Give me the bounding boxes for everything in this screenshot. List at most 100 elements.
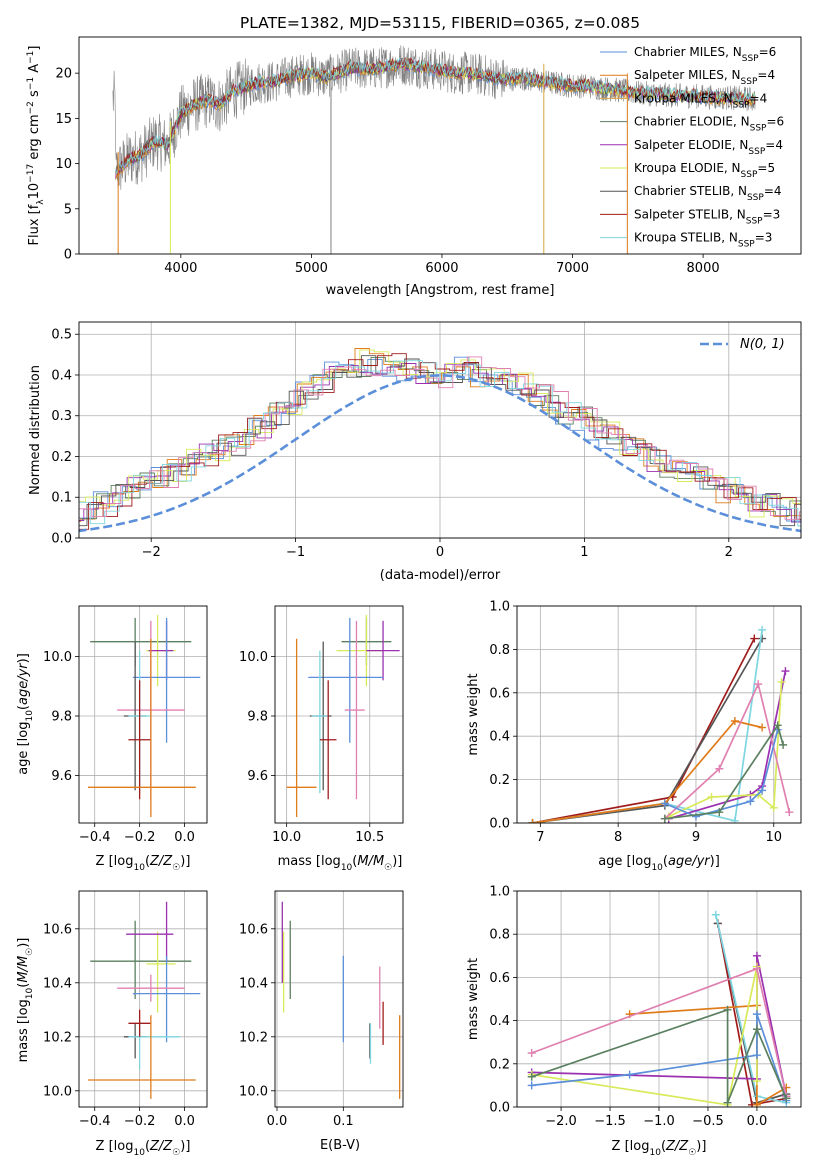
weight-point	[660, 799, 669, 808]
label-part: SSP	[733, 100, 750, 110]
y-tick-label: 1.0	[489, 885, 510, 900]
histogram-series	[79, 356, 801, 531]
y-tick-label: 10.4	[43, 976, 72, 991]
label-part: =3	[763, 207, 781, 221]
errorbar-point	[366, 620, 400, 681]
label-part: λ	[36, 199, 46, 205]
legend-entry: Salpeter STELIB, NSSP=3	[634, 207, 780, 226]
axes-frame	[274, 890, 404, 1108]
weight-line	[532, 638, 756, 823]
y-tick-label: 0.6	[489, 686, 510, 701]
label-part: ☉	[688, 1148, 696, 1158]
label-part: )]	[16, 653, 31, 663]
plot-area	[286, 614, 400, 818]
residuals-panel: −2 −1 0 1 2 0.0 0.1 0.2 0.3 0.4 0.5 N(0, 1) (data-mo…	[28, 321, 802, 583]
label-part: A	[27, 64, 42, 77]
label-part: =4	[750, 91, 768, 105]
histogram-series	[79, 363, 801, 523]
weight-point	[754, 680, 763, 689]
label-part: )]	[710, 854, 720, 869]
label-part: age/yr	[668, 854, 711, 869]
weight-point	[781, 667, 790, 676]
label-part: Z [log	[612, 1139, 650, 1154]
label-part: Kroupa STELIB, N	[634, 231, 738, 245]
legend-entry: Kroupa MILES, NSSP=4	[634, 91, 767, 110]
y-tick-label: 10.6	[43, 922, 72, 937]
mass-vs-ebv-panel: 0.0 0.1 10.0 10.2 10.4 10.6 E(B-V)	[239, 890, 404, 1153]
weight-vs-age-panel: 7 8 9 10 0.0 0.2 0.4 0.6 0.8 1.0 mass weight age [l…	[466, 600, 802, 873]
x-tick-label: 10.5	[355, 830, 384, 845]
label-part: mass [log	[278, 854, 341, 869]
x-axis-label: Z [log10(Z/Z☉)]	[96, 1139, 191, 1158]
y-tick-label: 9.6	[247, 769, 268, 784]
weight-point	[752, 1077, 761, 1086]
errorbar-point	[90, 617, 192, 666]
label-part: Chabrier ELODIE, N	[634, 115, 750, 129]
weight-point	[746, 797, 755, 806]
y-axis-label: mass weight	[466, 958, 481, 1040]
legend-entry: N(0, 1)	[740, 337, 785, 352]
label-part: −1	[26, 51, 36, 64]
y-tick-label: 10	[55, 157, 72, 172]
label-part: Salpeter ELODIE, N	[634, 138, 748, 152]
x-axis-label: mass [log10(M/M☉)]	[278, 854, 403, 873]
plot-area	[527, 910, 791, 1107]
axes-frame	[516, 890, 802, 1108]
x-tick-label: 0.0	[174, 830, 195, 845]
weight-point	[723, 1098, 732, 1107]
legend-entry: Salpeter MILES, NSSP=4	[634, 68, 775, 87]
y-tick-label: 9.6	[51, 769, 72, 784]
errorbar-point	[128, 1009, 151, 1037]
errorbar-point	[344, 620, 365, 800]
x-tick-label: 6000	[425, 261, 458, 276]
plot-area	[87, 901, 201, 1099]
x-tick-label: 7000	[556, 261, 589, 276]
label-part: )]	[392, 854, 402, 869]
axes-frame	[78, 890, 208, 1108]
label-part: =4	[765, 138, 783, 152]
x-tick-label: 1	[580, 545, 588, 560]
x-axis-label: (data-model)/error	[380, 568, 501, 583]
x-tick-label: 4000	[164, 261, 197, 276]
x-tick-label: −0.2	[124, 830, 156, 845]
label-part: 10	[25, 987, 35, 999]
label-part: Chabrier MILES, N	[634, 45, 742, 59]
x-tick-label: −1	[286, 545, 305, 560]
errorbar-point	[319, 680, 337, 800]
x-axis-label: age [log10(age/yr)]	[598, 854, 720, 873]
weight-point	[752, 1100, 761, 1107]
y-tick-label: 0.8	[489, 643, 510, 658]
weight-point	[527, 1049, 536, 1057]
errorbar-point	[126, 901, 174, 962]
y-tick-label: 10.6	[239, 922, 268, 937]
x-tick-label: −0.2	[124, 1114, 156, 1129]
y-tick-label: 5	[64, 202, 72, 217]
weight-point	[752, 1025, 761, 1034]
weight-point	[691, 812, 700, 821]
label-part: (	[352, 854, 357, 869]
label-part: Salpeter STELIB, N	[634, 207, 746, 221]
weight-point	[777, 677, 786, 686]
label-part: =6	[766, 115, 784, 129]
plot-area	[79, 348, 801, 533]
label-part: −2	[26, 101, 36, 114]
errorbar-point	[132, 955, 201, 1043]
weight-point	[758, 786, 767, 795]
y-tick-label: 9.8	[247, 709, 268, 724]
mass-vs-metallicity-panel: −0.4 −0.2 0.010.010.210.410.6Z [log10(Z/Z☉…	[16, 890, 208, 1158]
weight-line	[532, 629, 763, 823]
x-tick-label: 0.0	[747, 1114, 768, 1129]
x-tick-label: 5000	[295, 261, 328, 276]
label-part: SSP	[741, 170, 758, 180]
weight-point	[707, 792, 716, 801]
label-part: )]	[696, 1139, 706, 1154]
label-part: Chabrier STELIB, N	[634, 184, 747, 198]
x-tick-label: 0.1	[333, 1114, 354, 1129]
y-tick-label: 10.4	[239, 976, 268, 991]
errorbar-point	[146, 931, 176, 1013]
legend-entry: Chabrier MILES, NSSP=6	[634, 45, 776, 64]
label-part: ☉	[384, 863, 392, 873]
weight-series	[528, 634, 767, 823]
label-part: )]	[16, 938, 31, 948]
